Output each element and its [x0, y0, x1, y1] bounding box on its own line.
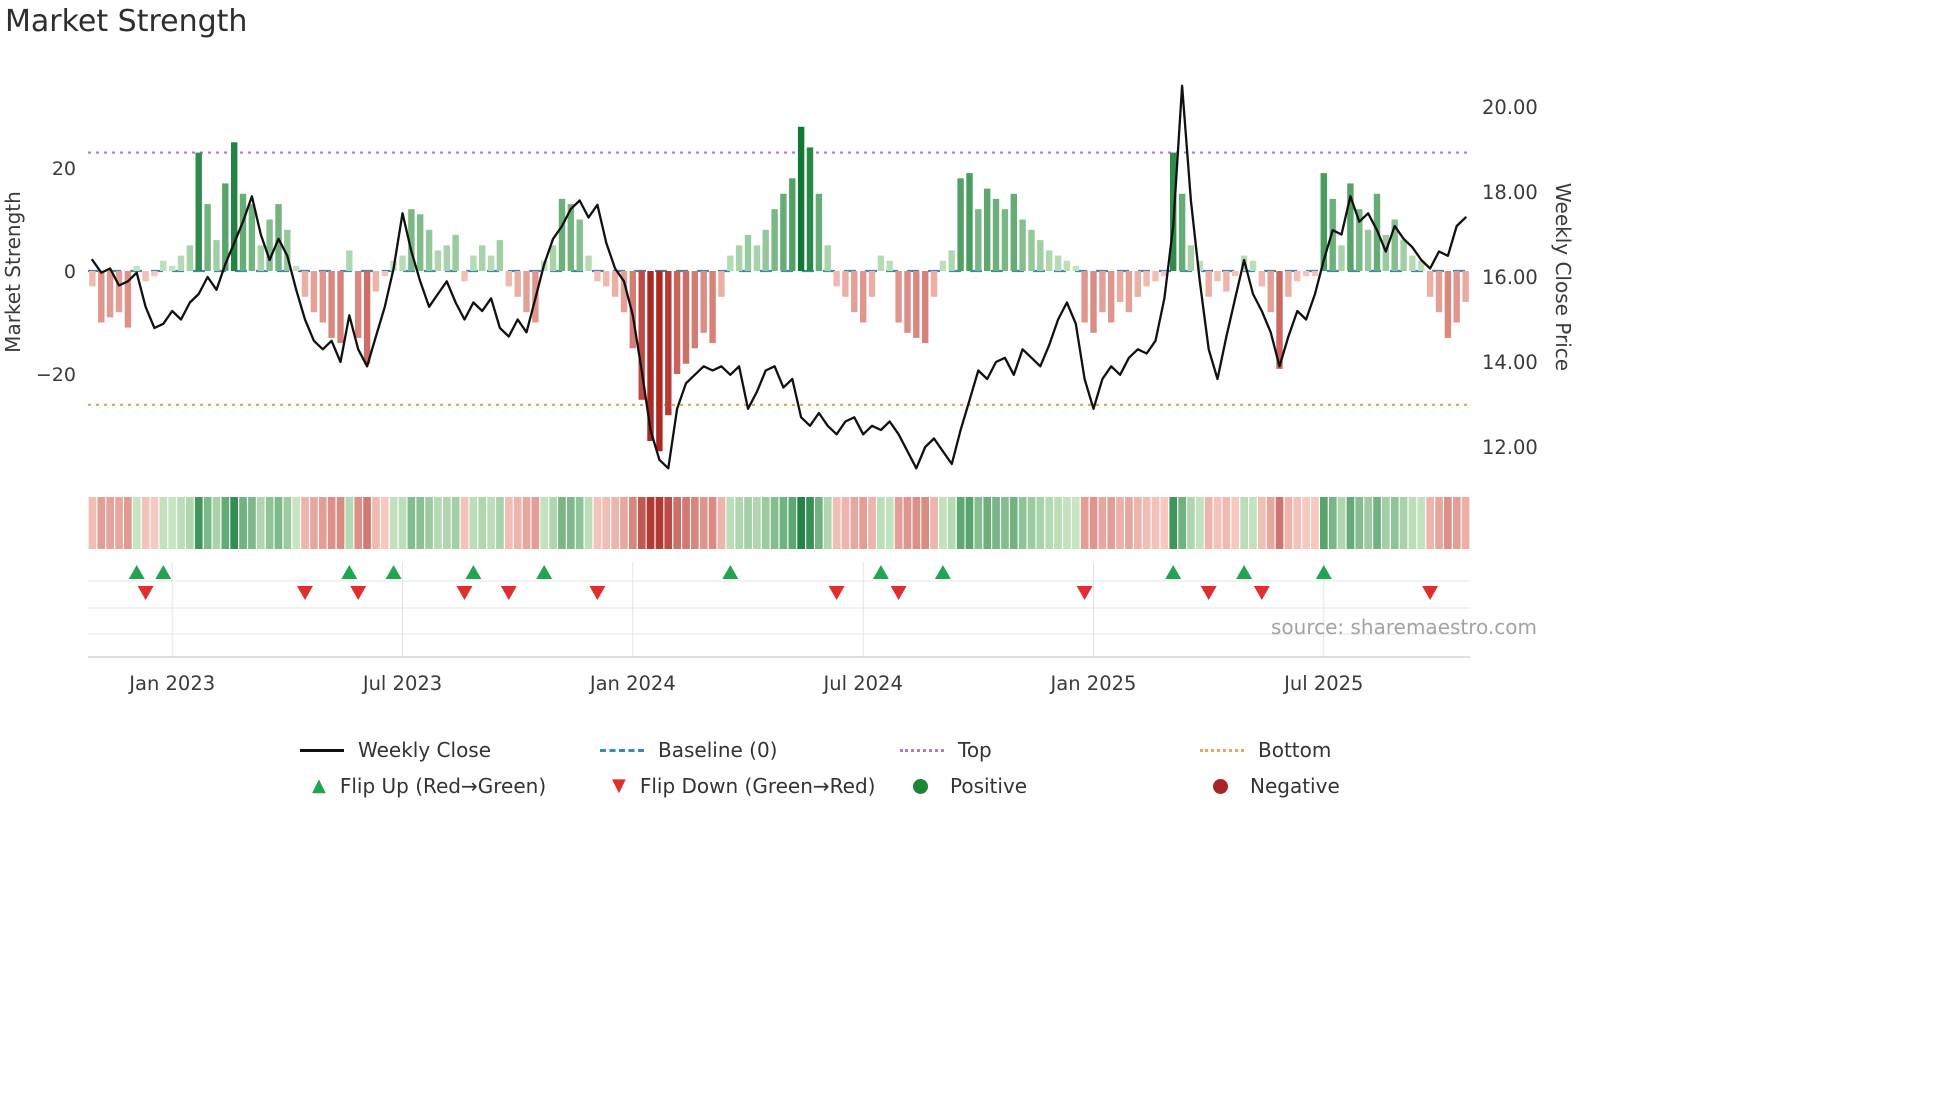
- weekly-close-label: Weekly Close: [358, 738, 492, 762]
- chart-legend: Weekly Close Baseline (0) Top Bottom ▲ Flip U…: [300, 737, 1500, 799]
- legend-item-bottom: Bottom: [1200, 737, 1500, 763]
- weekly-close-line: [91, 84, 1467, 470]
- negative-dot-icon: [1213, 778, 1228, 794]
- flip-up-triangle-icon: [536, 565, 553, 579]
- flip-down-triangle-icon: [500, 586, 517, 600]
- flip-up-markers: [128, 565, 1332, 579]
- flip-up-triangle-icon: [128, 565, 145, 579]
- flip-up-triangle-icon: [722, 565, 739, 579]
- flip-up-triangle-icon: [934, 565, 951, 579]
- left-axis-tick: 0: [64, 261, 76, 283]
- baseline-line-sample-icon: [600, 748, 644, 752]
- right-axis-tick: 14.00: [1482, 351, 1538, 374]
- flip-down-triangle-icon: [297, 586, 313, 600]
- left-axis-label: Market Strength: [1, 191, 25, 353]
- strength-bars: [89, 126, 1469, 452]
- legend-item-top: Top: [900, 737, 1200, 763]
- flip-down-triangle-icon: [890, 586, 907, 600]
- flip-up-triangle-icon: [1315, 565, 1332, 579]
- flip-down-label: Flip Down (Green→Red): [639, 774, 876, 798]
- right-axis-label: Weekly Close Price: [1551, 183, 1575, 371]
- flip-up-triangle-icon: [1165, 565, 1182, 579]
- positive-dot-icon: [913, 778, 928, 794]
- legend-item-weekly-close: Weekly Close: [300, 737, 600, 763]
- flip-up-triangle-icon: [872, 565, 889, 579]
- positive-label: Positive: [950, 774, 1028, 798]
- right-axis-tick: 12.00: [1482, 436, 1538, 459]
- flip-up-triangle-icon: [385, 565, 402, 579]
- flip-up-label: Flip Up (Red→Green): [339, 774, 547, 798]
- legend-item-positive: Positive: [900, 773, 1200, 799]
- flip-down-triangle-icon: ▼: [612, 775, 626, 796]
- flip-up-triangle-icon: [465, 565, 482, 579]
- left-axis-tick: −20: [36, 364, 76, 386]
- x-axis-tick: Jan 2024: [588, 672, 676, 695]
- strength-heatmap: [88, 497, 1470, 549]
- top-label: Top: [958, 738, 992, 762]
- legend-item-flip-down: ▼ Flip Down (Green→Red): [600, 773, 900, 799]
- x-axis-tick: Jan 2023: [127, 672, 215, 695]
- x-axis-tick: Jul 2023: [361, 672, 442, 695]
- flip-down-triangle-icon: [1200, 586, 1217, 600]
- flip-down-triangle-icon: [456, 586, 473, 600]
- negative-label: Negative: [1250, 774, 1340, 798]
- source-text: source: sharemaestro.com: [1271, 615, 1537, 639]
- right-axis-tick: 20.00: [1482, 96, 1538, 119]
- page-title: Market Strength: [5, 4, 248, 39]
- flip-up-triangle-icon: [1236, 565, 1253, 579]
- flip-up-triangle-icon: ▲: [312, 775, 326, 796]
- flip-up-triangle-icon: [155, 565, 172, 579]
- lower-grid: [88, 562, 1470, 658]
- left-axis-tick: 20: [52, 158, 76, 180]
- legend-item-flip-up: ▲ Flip Up (Red→Green): [300, 773, 600, 799]
- top-line-sample-icon: [900, 748, 944, 752]
- weekly-close-line-sample-icon: [300, 748, 344, 752]
- right-axis-tick: 16.00: [1482, 266, 1538, 289]
- flip-down-triangle-icon: [1076, 586, 1093, 600]
- x-axis-tick: Jul 2024: [822, 672, 903, 695]
- bottom-line-sample-icon: [1200, 748, 1244, 752]
- flip-down-markers: [137, 586, 1439, 600]
- baseline-label: Baseline (0): [658, 738, 778, 762]
- bottom-label: Bottom: [1258, 738, 1332, 762]
- flip-up-triangle-icon: [341, 565, 358, 579]
- flip-down-triangle-icon: [350, 586, 367, 600]
- flip-down-triangle-icon: [137, 586, 154, 600]
- right-axis-tick: 18.00: [1482, 181, 1538, 204]
- flip-down-triangle-icon: [589, 586, 606, 600]
- legend-item-negative: Negative: [1200, 773, 1500, 799]
- x-axis-tick: Jan 2025: [1049, 672, 1137, 695]
- x-axis-tick: Jul 2025: [1282, 672, 1363, 695]
- flip-down-triangle-icon: [828, 586, 845, 600]
- flip-down-triangle-icon: [1422, 586, 1439, 600]
- flip-down-triangle-icon: [1253, 586, 1270, 600]
- legend-item-baseline: Baseline (0): [600, 737, 900, 763]
